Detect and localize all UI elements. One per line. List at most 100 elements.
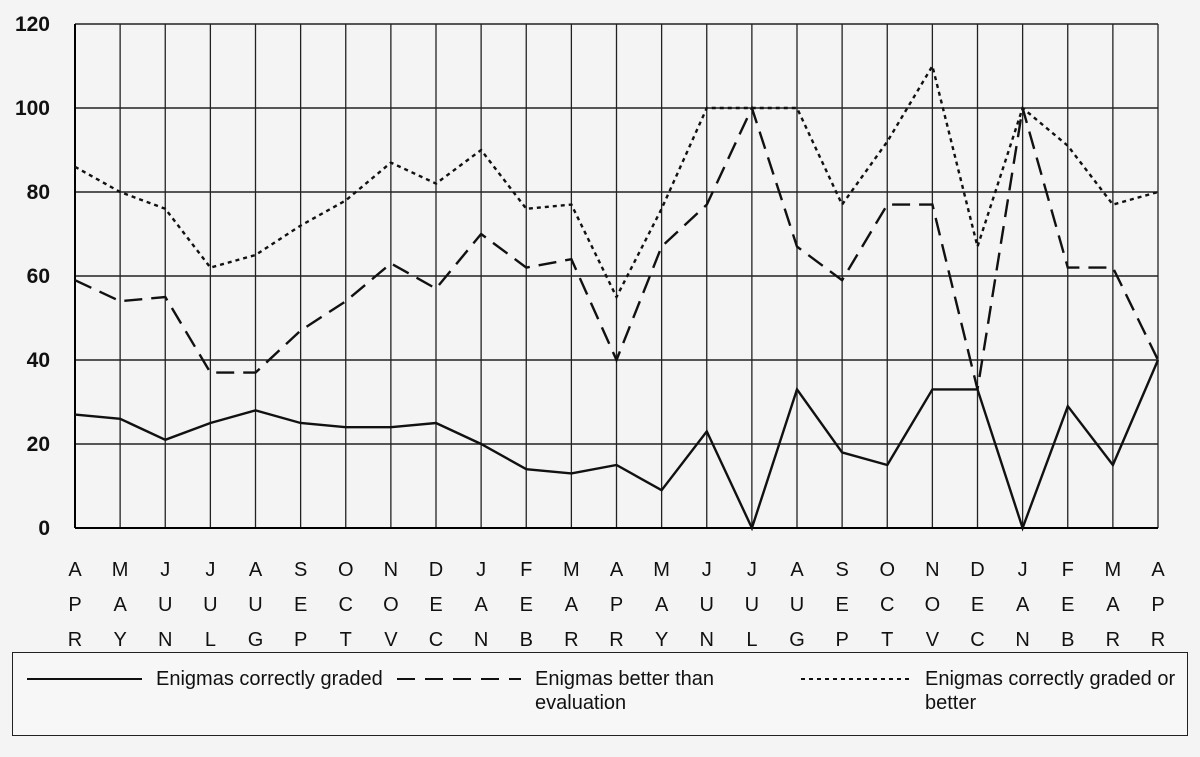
x-tick-label: A <box>113 594 127 616</box>
x-tick-label: V <box>384 629 398 650</box>
x-tick-label: P <box>68 594 81 616</box>
y-tick-label: 40 <box>27 349 50 372</box>
x-tick-label: R <box>564 629 578 650</box>
series-lines <box>74 62 1160 532</box>
y-tick-label: 120 <box>15 13 50 36</box>
y-tick-labels: 0 20 40 60 80 100 120 <box>15 13 50 540</box>
x-tick-label: C <box>429 629 443 650</box>
x-tick-label: D <box>970 559 984 581</box>
legend: Enigmas correctly graded Enigmas better … <box>12 652 1188 736</box>
x-tick-label: A <box>68 559 82 581</box>
x-tick-label: O <box>925 594 941 616</box>
x-tick-label: E <box>1061 594 1074 616</box>
x-tick-label: S <box>294 559 307 581</box>
x-tick-label: E <box>294 594 307 616</box>
x-tick-label: R <box>609 629 623 650</box>
x-tick-label: C <box>880 594 894 616</box>
x-tick-label: C <box>339 594 353 616</box>
x-tick-label: S <box>835 559 848 581</box>
x-tick-label: N <box>384 559 398 581</box>
x-tick-label: E <box>429 594 442 616</box>
series-line-2 <box>74 62 1159 300</box>
x-tick-label: N <box>474 629 488 650</box>
x-tick-label: T <box>340 629 352 650</box>
x-tick-label: P <box>294 629 307 650</box>
y-tick-label: 0 <box>38 517 50 540</box>
x-tick-label: F <box>520 559 532 581</box>
y-tick-label: 100 <box>15 97 50 120</box>
x-tick-label: N <box>158 629 172 650</box>
y-tick-label: 20 <box>27 433 50 456</box>
x-tick-label: T <box>881 629 893 650</box>
grid <box>74 23 1159 529</box>
y-tick-label: 60 <box>27 265 50 288</box>
x-tick-label: R <box>1151 629 1165 650</box>
x-tick-label: O <box>338 559 354 581</box>
legend-swatch-solid <box>27 678 142 680</box>
x-tick-label: J <box>476 559 486 581</box>
legend-label-better-than-evaluation: Enigmas better than evaluation <box>535 668 714 714</box>
x-tick-label: U <box>158 594 172 616</box>
x-tick-label: A <box>565 594 579 616</box>
x-tick-label: Y <box>113 629 126 650</box>
series-line-1 <box>74 104 1160 390</box>
x-tick-label: E <box>971 594 984 616</box>
x-tick-label: J <box>160 559 170 581</box>
x-tick-label: D <box>429 559 443 581</box>
x-tick-label: J <box>1018 559 1028 581</box>
x-tick-label: A <box>1151 559 1165 581</box>
x-tick-label: U <box>203 594 217 616</box>
x-tick-label: C <box>970 629 984 650</box>
x-tick-label: U <box>790 594 804 616</box>
y-tick-label: 80 <box>27 181 50 204</box>
x-tick-label: J <box>747 559 757 581</box>
x-tick-label: A <box>790 559 804 581</box>
x-tick-label: A <box>1016 594 1030 616</box>
legend-swatch-dashed <box>397 678 521 680</box>
x-tick-label: G <box>248 629 264 650</box>
x-tick-label: R <box>68 629 82 650</box>
x-tick-label: N <box>700 629 714 650</box>
x-tick-label: M <box>1105 559 1122 581</box>
legend-label-correctly-graded-or-better: Enigmas correctly graded or better <box>925 668 1176 714</box>
x-tick-label: A <box>474 594 488 616</box>
x-tick-label: B <box>520 629 533 650</box>
legend-item-better-than-evaluation: Enigmas better than evaluation <box>397 667 735 715</box>
x-tick-label: V <box>926 629 940 650</box>
x-tick-label: Y <box>655 629 668 650</box>
x-tick-label: N <box>925 559 939 581</box>
x-tick-label: E <box>835 594 848 616</box>
legend-label-correctly-graded: Enigmas correctly graded <box>156 668 383 690</box>
x-tick-label: A <box>655 594 669 616</box>
x-tick-label: E <box>520 594 533 616</box>
x-tick-label: B <box>1061 629 1074 650</box>
x-tick-label: O <box>879 559 895 581</box>
x-tick-label: O <box>383 594 399 616</box>
x-tick-label: A <box>1106 594 1120 616</box>
legend-item-correctly-graded: Enigmas correctly graded <box>27 667 383 691</box>
legend-swatch-dotted <box>801 678 911 680</box>
x-tick-label: G <box>789 629 805 650</box>
x-tick-label: M <box>112 559 129 581</box>
x-tick-label: M <box>563 559 580 581</box>
x-tick-label: U <box>248 594 262 616</box>
x-tick-label: J <box>702 559 712 581</box>
x-tick-labels: APRMAYJUNJULAUGSEPOCTNOVDECJANFEBMARAPRM… <box>68 559 1166 651</box>
x-tick-label: N <box>1015 629 1029 650</box>
x-tick-label: M <box>653 559 670 581</box>
x-tick-label: J <box>205 559 215 581</box>
x-tick-label: U <box>700 594 714 616</box>
x-tick-label: U <box>745 594 759 616</box>
x-tick-label: A <box>249 559 263 581</box>
legend-item-correctly-graded-or-better: Enigmas correctly graded or better <box>801 667 1187 715</box>
x-tick-label: R <box>1106 629 1120 650</box>
x-tick-label: L <box>205 629 216 650</box>
x-tick-label: P <box>835 629 848 650</box>
x-tick-label: A <box>610 559 624 581</box>
x-tick-label: F <box>1062 559 1074 581</box>
x-tick-label: P <box>610 594 623 616</box>
x-tick-label: P <box>1151 594 1164 616</box>
x-tick-label: L <box>746 629 757 650</box>
